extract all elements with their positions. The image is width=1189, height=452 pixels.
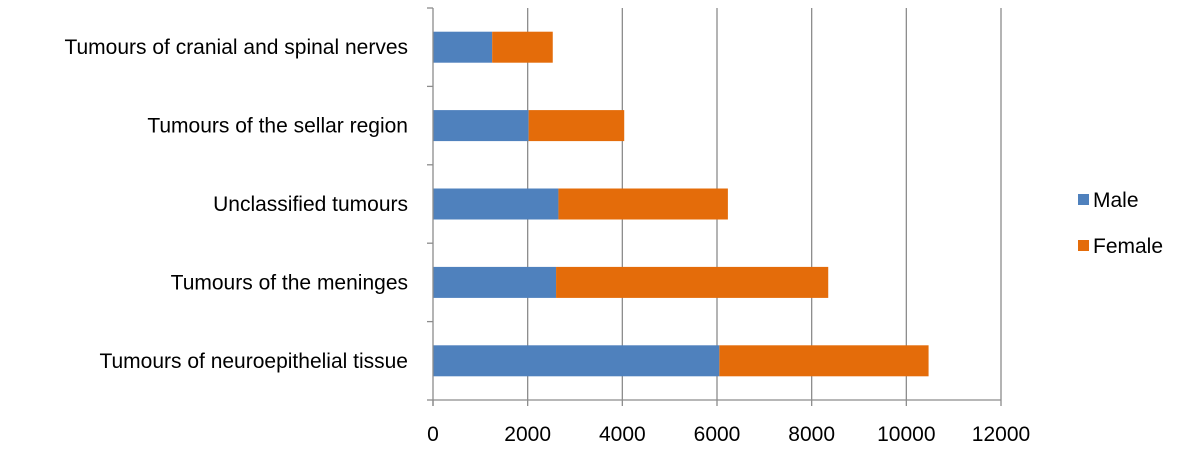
x-tick-label: 10000 bbox=[877, 423, 935, 446]
category-label: Tumours of cranial and spinal nerves bbox=[64, 36, 408, 59]
category-label: Unclassified tumours bbox=[213, 193, 408, 216]
category-label: Tumours of neuroepithelial tissue bbox=[99, 350, 408, 373]
bar-segment-female bbox=[528, 110, 625, 142]
x-tick-label: 12000 bbox=[972, 423, 1030, 446]
legend-swatch-male bbox=[1078, 194, 1089, 205]
bar-segment-female bbox=[556, 266, 829, 298]
bar-segment-female bbox=[558, 188, 728, 220]
bar-segment-male bbox=[433, 110, 529, 142]
legend-label-female: Female bbox=[1093, 235, 1163, 258]
legend-swatch-female bbox=[1078, 240, 1089, 251]
x-tick-labels: 0 2000 4000 6000 8000 10000 12000 bbox=[427, 423, 1030, 446]
x-tick-label: 0 bbox=[427, 423, 439, 446]
x-tick-label: 2000 bbox=[504, 423, 551, 446]
x-tick-label: 6000 bbox=[694, 423, 741, 446]
legend-label-male: Male bbox=[1093, 189, 1139, 212]
category-label: Tumours of the sellar region bbox=[147, 115, 408, 138]
category-labels: Tumours of cranial and spinal nerves Tumo… bbox=[64, 36, 408, 373]
bar-segment-female bbox=[719, 345, 929, 377]
bar-segment-male bbox=[433, 188, 559, 220]
x-tick-label: 8000 bbox=[788, 423, 835, 446]
axes bbox=[427, 7, 1002, 406]
x-tick-label: 4000 bbox=[599, 423, 646, 446]
bar-segment-male bbox=[433, 345, 720, 377]
category-label: Tumours of the meninges bbox=[171, 271, 408, 294]
legend: Male Female bbox=[1078, 189, 1163, 258]
bar-segment-male bbox=[433, 266, 557, 298]
bar-segment-female bbox=[492, 31, 553, 63]
bar-segment-male bbox=[433, 31, 493, 63]
bars bbox=[433, 31, 929, 377]
